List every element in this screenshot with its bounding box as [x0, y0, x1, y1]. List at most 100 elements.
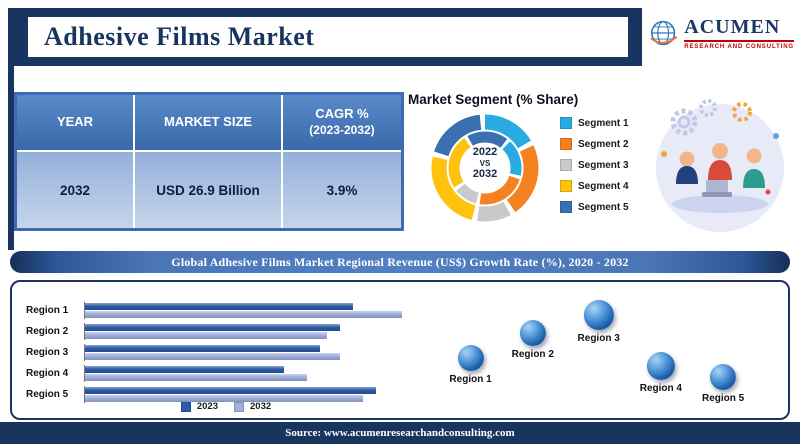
footer-source: Source: www.acumenresearchandconsulting.…	[0, 422, 800, 444]
legend-swatch	[560, 201, 572, 213]
bar-2023-region-2	[85, 324, 341, 331]
page-title: Adhesive Films Market	[44, 22, 315, 51]
year-value: 2032	[17, 152, 135, 228]
legend-item-segment-4: Segment 4	[560, 180, 629, 192]
logo-name: ACUMEN	[684, 15, 781, 38]
donut-segment-segment-4	[448, 131, 522, 205]
legend-label: Segment 5	[578, 201, 629, 213]
bar-group	[84, 323, 412, 340]
sphere-ball	[646, 351, 675, 380]
bar-row-region-2: Region 2	[26, 323, 412, 340]
legend-label: 2032	[250, 401, 272, 412]
region-spheres: Region 1 Region 2 Region 3 Region 4 Region 5	[412, 286, 778, 412]
table-data-row: 2032 USD 26.9 Billion 3.9%	[17, 150, 401, 228]
sphere-ball	[710, 364, 737, 391]
region-sphere-2: Region 2	[512, 320, 554, 360]
donut-year-top: 2022	[472, 146, 498, 158]
bar-chart: Region 1 Region 2 Region 3 Region 4 Region 5…	[26, 302, 412, 412]
sphere-ball	[519, 320, 546, 347]
donut-year-bottom: 2032	[472, 167, 498, 180]
donut-segment-segment-1	[431, 114, 539, 222]
bar-row-region-4: Region 4	[26, 365, 412, 382]
globe-icon	[650, 20, 678, 46]
bar-2023-region-5	[85, 387, 377, 394]
bar-legend-item-2023: 2023	[180, 401, 218, 412]
legend-swatch	[560, 117, 572, 129]
legend-item-segment-5: Segment 5	[560, 201, 629, 213]
bar-group	[84, 302, 412, 319]
acumen-logo: ACUMEN RESEARCH AND CONSULTING	[648, 14, 794, 52]
legend-item-segment-1: Segment 1	[560, 117, 629, 129]
donut-segment-segment-1	[448, 131, 522, 205]
logo-text: ACUMEN RESEARCH AND CONSULTING	[684, 17, 794, 50]
bar-2023-region-3	[85, 345, 321, 352]
summary-table: YEAR MARKET SIZE CAGR % (2023-2032) 2032…	[14, 92, 404, 231]
cagr-header-main: CAGR %	[315, 106, 369, 122]
legend-swatch	[560, 180, 572, 192]
left-accent-bar	[8, 66, 14, 250]
sphere-label: Region 4	[639, 382, 682, 394]
sphere-ball	[583, 299, 614, 330]
legend-item-segment-2: Segment 2	[560, 138, 629, 150]
regional-chart-panel: Region 1 Region 2 Region 3 Region 4 Region 5…	[10, 280, 790, 420]
legend-swatch	[560, 159, 572, 171]
donut-segment-segment-5	[448, 131, 522, 205]
cagr-value: 3.9%	[326, 182, 358, 198]
bar-group	[84, 365, 412, 382]
segment-chart-title: Market Segment (% Share)	[408, 92, 579, 107]
bar-group	[84, 386, 412, 403]
header-bar: Adhesive Films Market	[8, 8, 642, 66]
legend-label: Segment 4	[578, 180, 629, 192]
cagr-header-sub: (2023-2032)	[309, 123, 375, 138]
legend-swatch	[234, 401, 244, 412]
donut-center-disc	[461, 144, 509, 192]
legend-label: Segment 3	[578, 159, 629, 171]
bar-2032-region-2	[85, 332, 327, 339]
teamwork-illustration	[656, 99, 784, 232]
bar-2032-region-5	[85, 395, 363, 402]
bar-2032-region-1	[85, 311, 403, 318]
col-header-year: YEAR	[17, 95, 135, 150]
region-sphere-1: Region 1	[449, 345, 492, 386]
sphere-label: Region 1	[449, 374, 492, 386]
market-size-value: USD 26.9 Billion	[135, 152, 283, 228]
sphere-label: Region 3	[577, 332, 620, 344]
bar-row-region-5: Region 5	[26, 386, 412, 403]
logo-subtitle: RESEARCH AND CONSULTING	[684, 39, 794, 50]
bar-chart-rows: Region 1 Region 2 Region 3 Region 4 Region 5	[26, 302, 412, 403]
bar-row-region-1: Region 1	[26, 302, 412, 319]
region-sphere-5: Region 5	[702, 364, 744, 404]
bar-2023-region-1	[85, 303, 354, 310]
donut-chart-svg	[431, 114, 539, 222]
donut-segment-segment-2	[448, 131, 522, 205]
bar-category-label: Region 2	[26, 326, 69, 337]
donut-chart: 2022 VS 2032	[420, 106, 550, 232]
bar-row-region-3: Region 3	[26, 344, 412, 361]
bar-legend-item-2032: 2032	[234, 401, 271, 412]
table-header-row: YEAR MARKET SIZE CAGR % (2023-2032)	[17, 95, 401, 150]
legend-swatch	[560, 138, 572, 150]
title-box: Adhesive Films Market	[28, 17, 628, 57]
legend-label: 2023	[196, 401, 218, 412]
legend-item-segment-3: Segment 3	[560, 159, 629, 171]
region-sphere-3: Region 3	[577, 299, 620, 344]
sphere-label: Region 2	[511, 349, 554, 361]
region-sphere-4: Region 4	[639, 351, 682, 394]
donut-vs: VS	[479, 158, 491, 168]
bar-2023-region-4	[85, 366, 285, 373]
bar-category-label: Region 3	[26, 347, 69, 358]
sphere-ball	[457, 345, 484, 372]
donut-legend: Segment 1 Segment 2 Segment 3 Segment 4 Segm…	[560, 117, 629, 213]
donut-segment-segment-2	[431, 114, 539, 222]
bar-category-label: Region 4	[26, 368, 69, 379]
col-header-market-size: MARKET SIZE	[135, 95, 283, 150]
bar-2032-region-3	[85, 353, 341, 360]
legend-label: Segment 2	[578, 138, 629, 150]
bar-group	[84, 344, 412, 361]
legend-label: Segment 1	[578, 117, 629, 129]
bar-2032-region-4	[85, 374, 308, 381]
donut-segment-segment-4	[431, 114, 539, 222]
bar-chart-legend: 2023 2032	[86, 401, 366, 412]
regional-banner: Global Adhesive Films Market Regional Re…	[10, 251, 790, 273]
